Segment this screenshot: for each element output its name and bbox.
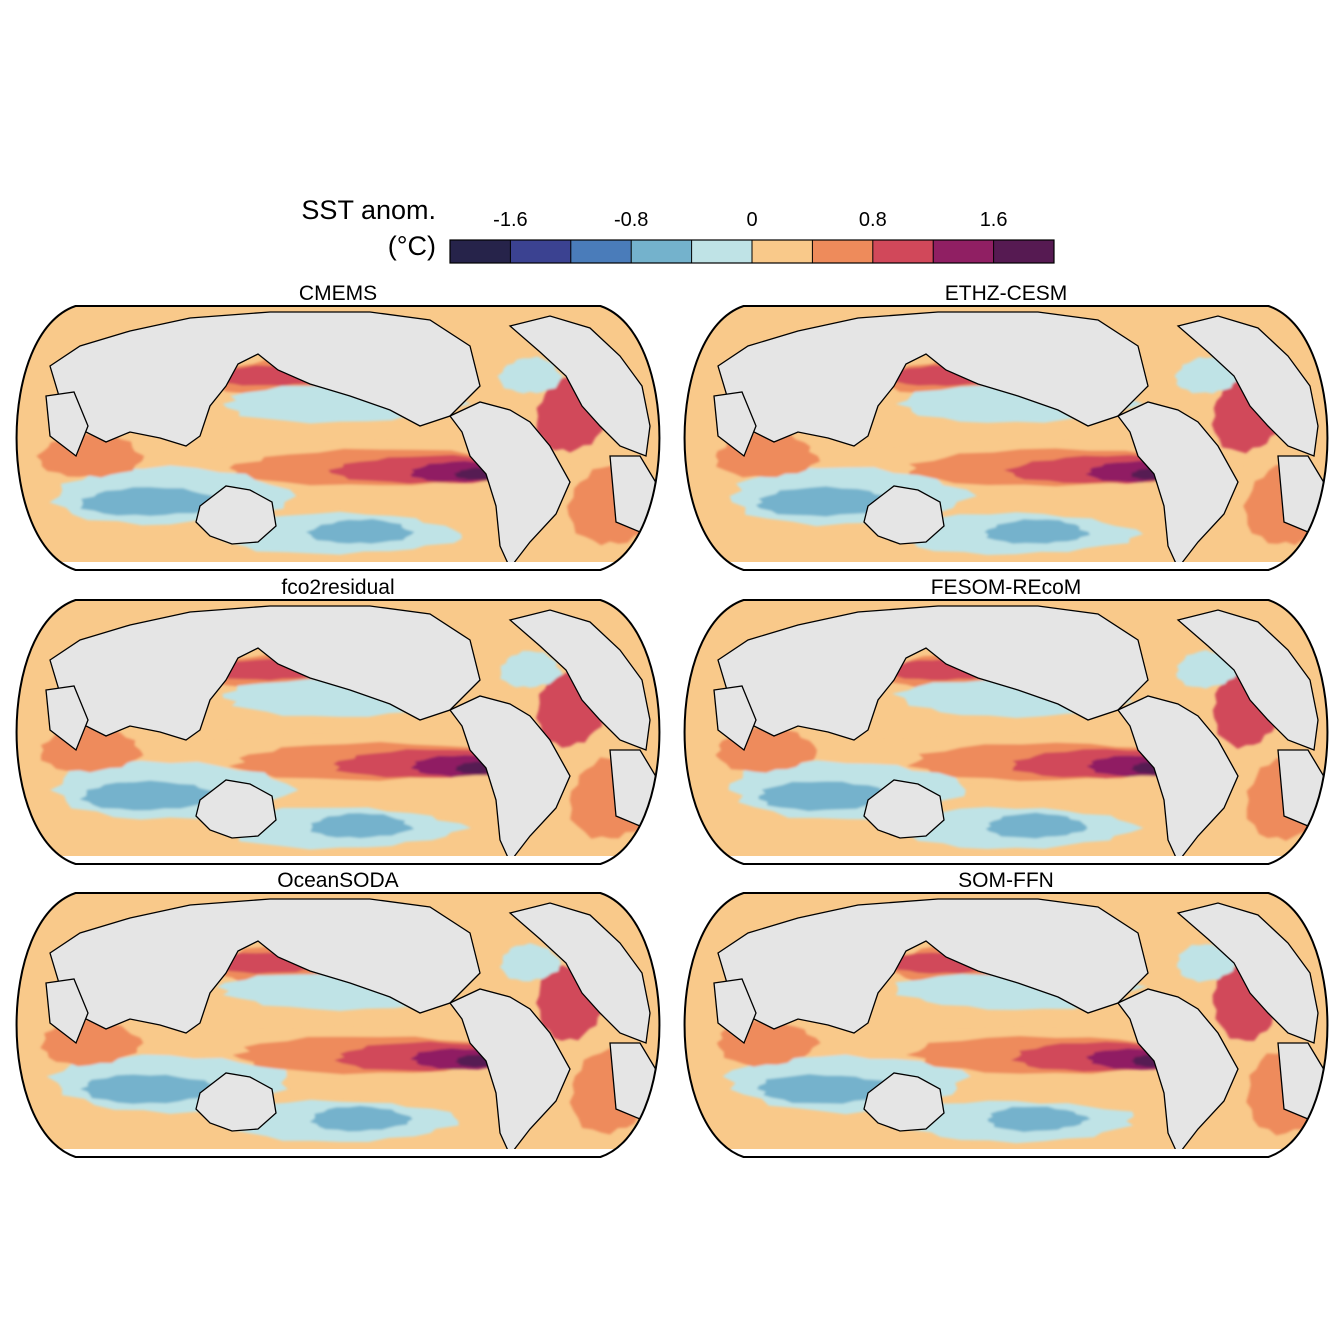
land-mass xyxy=(49,898,481,1034)
anomaly-region xyxy=(987,1106,1091,1132)
land-mass xyxy=(717,311,1149,447)
colorbar-bin xyxy=(872,240,934,263)
anomaly-region xyxy=(985,812,1088,839)
anomaly-region xyxy=(755,486,899,517)
map-outline xyxy=(683,305,1329,571)
land-mass xyxy=(49,605,481,741)
map-outline xyxy=(683,599,1329,865)
map-panel: ETHZ-CESM xyxy=(683,282,1329,571)
legend-title-line2: (°C) xyxy=(387,231,436,261)
colorbar-bin xyxy=(691,240,753,263)
panel-title: OceanSODA xyxy=(277,869,398,892)
anomaly-region xyxy=(310,813,415,839)
land-mass xyxy=(713,391,757,458)
land-mass xyxy=(713,978,757,1045)
missing-data-band xyxy=(684,562,1328,570)
land-mass xyxy=(508,902,651,1044)
land-mass xyxy=(195,779,277,839)
land-mass xyxy=(1116,695,1239,864)
map-panel: SOM-FFN xyxy=(683,869,1329,1158)
colorbar-tick-label: 0 xyxy=(746,209,757,231)
panel-title: ETHZ-CESM xyxy=(945,282,1068,305)
colorbar-frame xyxy=(449,239,1055,264)
land-mass xyxy=(1116,988,1239,1157)
colorbar-bin xyxy=(933,240,994,263)
colorbar-tick-label: -0.8 xyxy=(614,209,648,231)
land-mass xyxy=(45,391,89,458)
anomaly-region xyxy=(79,780,224,811)
map-panel: OceanSODA xyxy=(15,869,661,1158)
land-mass xyxy=(448,988,571,1157)
anomaly-region xyxy=(984,519,1090,544)
anomaly-region xyxy=(757,1074,897,1104)
panel-title: fco2residual xyxy=(281,576,394,599)
land-mass xyxy=(863,485,945,545)
land-mass xyxy=(1176,609,1319,751)
map-outline xyxy=(15,305,661,571)
land-mass xyxy=(1176,315,1319,457)
colorbar-tick-label: 1.6 xyxy=(980,209,1008,231)
map-field xyxy=(684,893,1328,1157)
anomaly-region xyxy=(758,781,903,812)
colorbar-bin xyxy=(993,240,1055,263)
anomaly-region xyxy=(309,1105,413,1132)
missing-data-band xyxy=(16,856,660,864)
map-field xyxy=(16,306,660,570)
missing-data-band xyxy=(16,1149,660,1157)
map-field xyxy=(16,600,660,864)
land-mass xyxy=(448,695,571,864)
map-panel: FESOM-REcoM xyxy=(683,576,1329,865)
land-mass xyxy=(1176,902,1319,1044)
colorbar-bin xyxy=(752,240,813,263)
land-mass xyxy=(448,401,571,570)
land-mass xyxy=(1116,401,1239,570)
legend-title-line1: SST anom. xyxy=(301,195,436,225)
anomaly-region xyxy=(497,356,563,394)
legend-title: SST anom. (°C) xyxy=(230,192,436,264)
map-outline xyxy=(15,599,661,865)
colorbar: -1.6 -0.8 0 0.8 1.6 xyxy=(449,209,1055,264)
panel-title: SOM-FFN xyxy=(958,869,1054,892)
colorbar-tick-label: -1.6 xyxy=(493,209,527,231)
anomaly-region xyxy=(1174,357,1238,394)
land-mass xyxy=(45,978,89,1045)
colorbar-bin xyxy=(570,240,632,263)
map-outline xyxy=(15,892,661,1158)
anomaly-region xyxy=(80,487,227,516)
anomaly-region xyxy=(80,1074,226,1104)
land-mass xyxy=(713,685,757,752)
land-mass xyxy=(195,485,277,545)
panel-title: CMEMS xyxy=(299,282,377,305)
anomaly-region xyxy=(500,650,563,688)
anomaly-region xyxy=(499,943,562,982)
colorbar-tick-label: 0.8 xyxy=(859,209,887,231)
colorbar-bin xyxy=(631,240,692,263)
map-outline xyxy=(683,892,1329,1158)
land-mass xyxy=(45,685,89,752)
land-mass xyxy=(195,1072,277,1132)
map-field xyxy=(684,600,1328,864)
map-field xyxy=(16,893,660,1157)
colorbar-bin xyxy=(510,240,572,263)
anomaly-region xyxy=(306,519,415,544)
colorbar-bin xyxy=(450,240,511,263)
land-mass xyxy=(717,605,1149,741)
map-field xyxy=(684,306,1328,570)
panel-title: FESOM-REcoM xyxy=(931,576,1082,599)
missing-data-band xyxy=(684,1149,1328,1157)
map-panel: CMEMS xyxy=(15,282,661,571)
land-mass xyxy=(717,898,1149,1034)
map-panel: fco2residual xyxy=(15,576,661,865)
land-mass xyxy=(508,315,651,457)
missing-data-band xyxy=(16,562,660,570)
missing-data-band xyxy=(684,856,1328,864)
land-mass xyxy=(863,1072,945,1132)
land-mass xyxy=(863,779,945,839)
land-mass xyxy=(508,609,651,751)
land-mass xyxy=(49,311,481,447)
map-panels: CMEMS ETHZ-CESM fco2residual FESOM-REcoM Oce… xyxy=(15,282,1329,1158)
colorbar-bin xyxy=(812,240,874,263)
